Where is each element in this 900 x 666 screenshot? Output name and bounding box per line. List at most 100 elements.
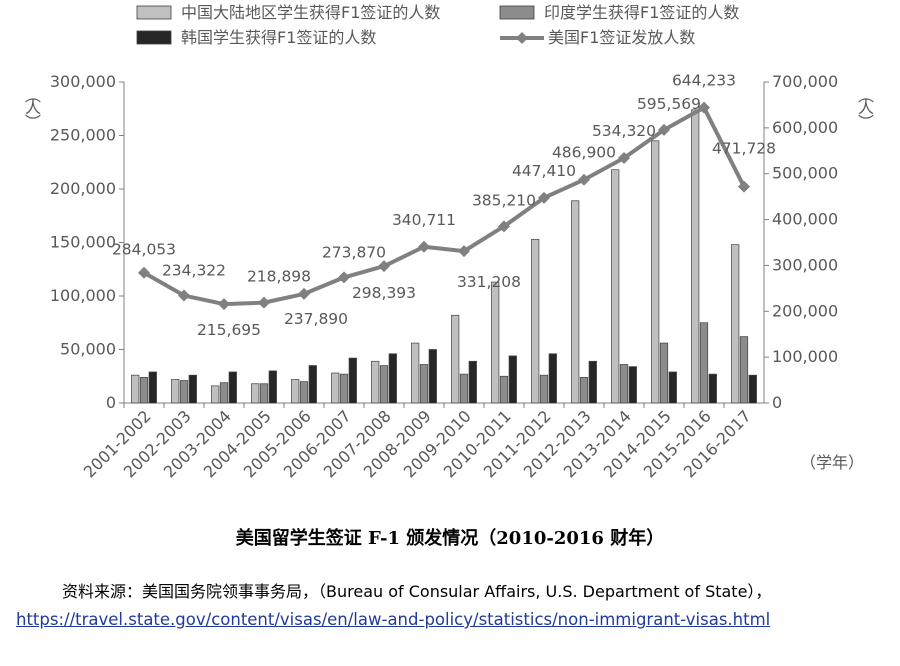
bar-s2-3 [268, 370, 277, 404]
legend-swatch-1 [499, 5, 535, 20]
right-tick-label: 100,000 [772, 347, 838, 366]
bar-s2-7 [428, 349, 437, 404]
right-axis-unit-char: ︵ [858, 86, 874, 105]
line-point-11 [578, 173, 590, 186]
bar-s2-10 [548, 353, 557, 404]
data-label-3: 218,898 [247, 268, 311, 286]
bar-s2-8 [468, 360, 477, 404]
bar-s1-5 [339, 373, 349, 404]
bar-s2-14 [708, 373, 717, 404]
bar-s1-0 [139, 376, 149, 404]
bar-s0-12 [611, 169, 620, 404]
bar-s1-1 [179, 380, 189, 404]
left-axis-unit: ︵人︶ [25, 86, 41, 132]
right-tick-label: 400,000 [772, 210, 838, 229]
line-point-8 [458, 245, 470, 258]
data-labels: 284,053 234,322 215,695 218,898 237,890 273,8… [112, 72, 776, 340]
data-label-6: 298,393 [352, 284, 416, 302]
data-label-9: 385,210 [472, 191, 536, 209]
x-axis: （学年）2001-20022002-20032003-20042004-2005… [80, 402, 864, 482]
bar-s1-15 [739, 336, 749, 404]
source-note: 资料来源：美国国务院领事事务局，（Bureau of Consular Affa… [62, 582, 772, 601]
left-tick-label: 200,000 [50, 179, 116, 198]
source-link[interactable]: https://travel.state.gov/content/visas/e… [16, 610, 771, 629]
line-point-13 [658, 123, 670, 136]
line-point-6 [378, 260, 390, 273]
bars [131, 109, 757, 404]
bar-s0-1 [171, 379, 180, 404]
data-label-10: 447,410 [512, 162, 576, 180]
data-label-12: 534,320 [592, 122, 656, 140]
bar-s0-5 [331, 372, 340, 404]
bar-s1-9 [499, 375, 509, 404]
line-path [143, 105, 746, 307]
legend-swatch-2 [136, 30, 172, 45]
line-point-7 [418, 240, 430, 253]
legend-label-0: 中国大陆地区学生获得F1签证的人数 [181, 3, 440, 22]
line-point-14 [698, 101, 710, 114]
bar-s0-6 [371, 360, 380, 404]
right-axis-unit: ︵人︶ [858, 86, 874, 132]
bar-s1-6 [379, 365, 389, 404]
line-point-0 [138, 266, 150, 279]
line-point-3 [258, 296, 270, 309]
bar-s0-14 [691, 109, 700, 404]
data-label-13: 595,569 [637, 95, 701, 113]
bar-s0-2 [211, 385, 220, 404]
bar-s1-12 [619, 364, 629, 404]
left-y-axis: 0 50,000 100,000 150,000 200,000 250,000 300,0… [25, 72, 125, 412]
bar-s1-4 [299, 381, 309, 404]
bar-s2-2 [228, 371, 237, 404]
bar-s1-11 [579, 376, 589, 404]
legend-label-1: 印度学生获得F1签证的人数 [544, 3, 739, 22]
left-tick-label: 300,000 [50, 72, 116, 91]
bar-s2-6 [388, 353, 397, 404]
legend-line-marker [516, 32, 528, 44]
right-axis-unit-char: 人 [858, 98, 874, 117]
bar-s1-13 [659, 342, 669, 404]
bar-s0-15 [731, 244, 740, 404]
data-label-2: 215,695 [197, 321, 261, 339]
bar-s2-9 [508, 355, 517, 404]
bar-s1-2 [219, 382, 229, 404]
data-label-4: 237,890 [284, 310, 348, 328]
data-label-7: 340,711 [392, 211, 456, 229]
right-axis-unit-char: ︶ [858, 113, 874, 132]
bar-s0-0 [131, 374, 140, 404]
line-point-15 [738, 180, 750, 193]
bar-s0-9 [491, 281, 500, 404]
bar-s2-0 [148, 371, 157, 404]
bar-s2-15 [748, 374, 757, 404]
line-point-2 [218, 298, 230, 311]
bar-s1-14 [699, 322, 709, 404]
x-axis-unit: （学年） [800, 453, 864, 472]
right-tick-label: 500,000 [772, 164, 838, 183]
data-label-8: 331,208 [457, 273, 521, 291]
bar-s1-3 [259, 383, 269, 404]
line-point-10 [538, 191, 550, 204]
bar-s2-13 [668, 371, 677, 404]
data-label-14: 644,233 [672, 72, 736, 90]
left-tick-label: 50,000 [60, 340, 116, 359]
bar-s2-1 [188, 374, 197, 404]
right-tick-label: 700,000 [772, 72, 838, 91]
right-y-axis: 0 100,000 200,000 300,000 400,000 500,000 600,… [763, 72, 874, 412]
bar-s0-3 [251, 383, 260, 404]
right-tick-label: 0 [772, 393, 782, 412]
bar-s2-5 [348, 357, 357, 404]
left-tick-label: 150,000 [50, 233, 116, 252]
data-label-11: 486,900 [552, 144, 616, 162]
left-tick-label: 100,000 [50, 286, 116, 305]
bar-s0-8 [451, 314, 460, 404]
left-axis-unit-char: 人 [25, 98, 41, 117]
left-tick-label: 0 [106, 393, 116, 412]
right-tick-label: 300,000 [772, 255, 838, 274]
left-tick-label: 250,000 [50, 126, 116, 145]
bar-s1-8 [459, 373, 469, 404]
left-axis-unit-char: ︶ [25, 113, 41, 132]
bar-s1-7 [419, 364, 429, 404]
left-axis-unit-char: ︵ [25, 86, 41, 105]
legend-label-3: 美国F1签证发放人数 [548, 28, 695, 47]
bar-s1-10 [539, 374, 549, 404]
bar-s2-11 [588, 360, 597, 404]
